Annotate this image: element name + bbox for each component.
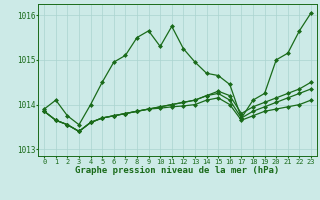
X-axis label: Graphe pression niveau de la mer (hPa): Graphe pression niveau de la mer (hPa) bbox=[76, 166, 280, 175]
